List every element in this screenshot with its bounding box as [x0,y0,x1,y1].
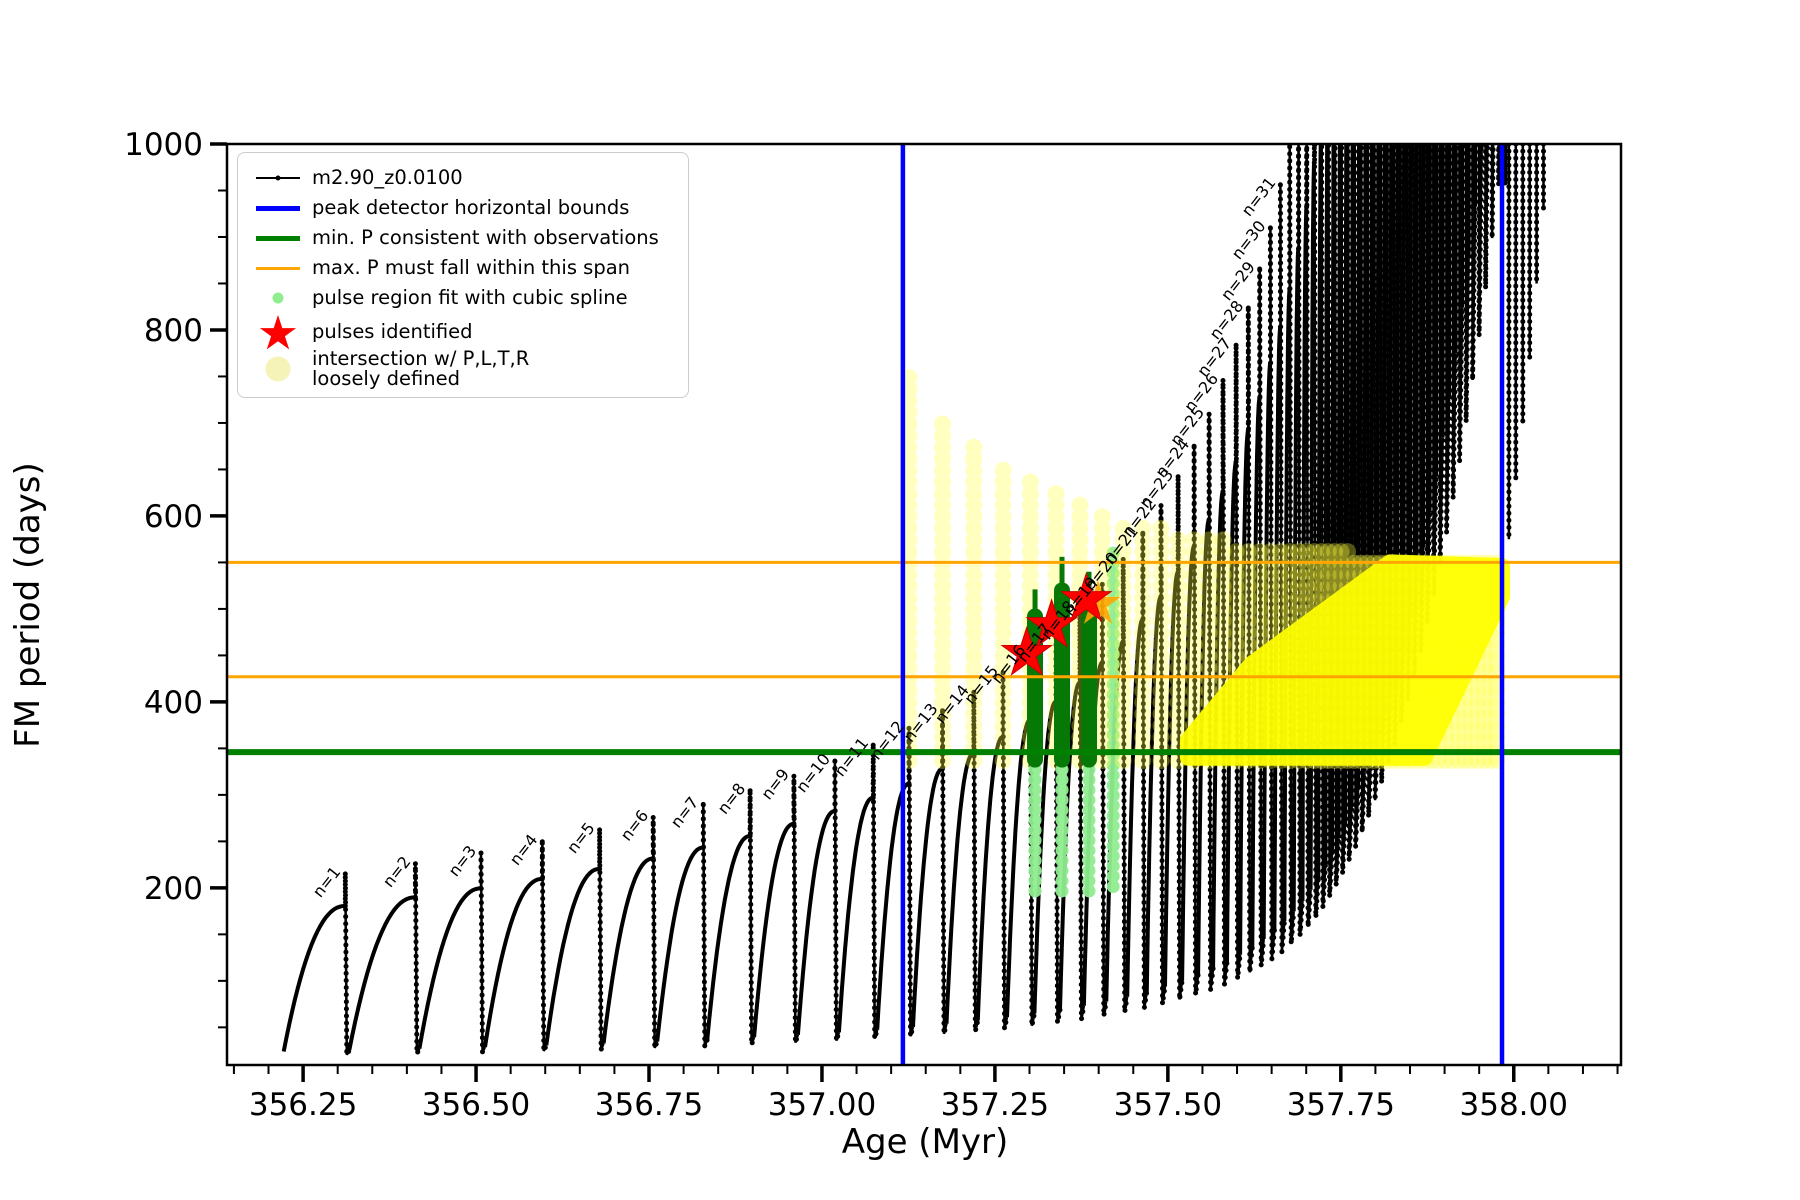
legend-entry-4: pulse region fit with cubic spline [252,283,674,313]
peak-label-n7: n=7 [667,793,703,831]
y-axis-title: FM period (days) [8,462,48,748]
legend-entry-0: m2.90_z0.0100 [252,163,674,193]
peak-label-n28: n=28 [1205,297,1247,343]
peak-label-n2: n=2 [379,852,415,890]
legend-entry-6: intersection w/ P,L,T,R loosely defined [252,346,674,391]
line-swatch [252,266,304,270]
star-icon [252,310,304,354]
peak-label-n10: n=10 [792,750,834,796]
legend-entry-5: pulses identified [252,313,674,351]
legend-label: max. P must fall within this span [312,255,631,279]
peak-label-n27: n=27 [1193,334,1235,380]
peak-label-n6: n=6 [617,806,653,844]
peak-label-n5: n=5 [563,819,599,857]
legend-entry-2: min. P consistent with observations [252,223,674,253]
y-tick-label: 600 [144,499,203,535]
pulse-identified-star [1000,625,1054,676]
big-dot-swatch [252,354,304,384]
pulse-identified-star [1059,571,1113,623]
peak-label-n8: n=8 [714,779,750,817]
x-axis-title: Age (Myr) [841,1122,1009,1162]
thick-line-swatch [252,235,304,241]
peak-label-n3: n=3 [444,842,480,880]
legend-label: intersection w/ P,L,T,R loosely defined [312,346,530,391]
dot-swatch [252,288,304,308]
legend-label: min. P consistent with observations [312,225,659,249]
peak-label-n9: n=9 [757,765,793,803]
plot-area [227,144,1621,1065]
legend-label: peak detector horizontal bounds [312,195,630,219]
legend-label: m2.90_z0.0100 [312,165,463,189]
loose-intersection-blob [1179,554,1510,766]
axes-frame [225,142,1623,1067]
x-tick-label: 356.50 [422,1087,530,1123]
legend-label: pulses identified [312,319,473,343]
ghost-pulse-star [1075,580,1121,624]
x-tick-label: 357.25 [941,1087,1049,1123]
y-tick-label: 800 [144,313,203,349]
thick-line-swatch [252,205,304,211]
legend-label: pulse region fit with cubic spline [312,285,628,309]
x-tick-label: 356.25 [249,1087,357,1123]
peak-label-n4: n=4 [506,831,542,869]
peak-label-n29: n=29 [1217,258,1259,304]
peak-label-n30: n=30 [1228,217,1270,263]
peak-label-n31: n=31 [1238,174,1280,220]
peak-label-n11: n=11 [830,734,872,780]
x-tick-label: 356.75 [595,1087,703,1123]
pulse-identified-star [1025,598,1078,649]
x-tick-label: 357.75 [1287,1087,1395,1123]
peak-label-n1: n=1 [309,863,345,901]
x-tick-label: 358.00 [1460,1087,1568,1123]
track-spike-dots [342,144,1546,1056]
legend-entry-3: max. P must fall within this span [252,253,674,283]
line-dot-swatch [252,173,304,183]
y-tick-label: 200 [144,871,203,907]
peak-label-n26: n=26 [1180,369,1222,415]
y-tick-label: 400 [144,685,203,721]
legend-entry-1: peak detector horizontal bounds [252,193,674,223]
y-tick-label: 1000 [124,127,203,163]
x-tick-label: 357.00 [768,1087,876,1123]
x-tick-label: 357.50 [1114,1087,1222,1123]
